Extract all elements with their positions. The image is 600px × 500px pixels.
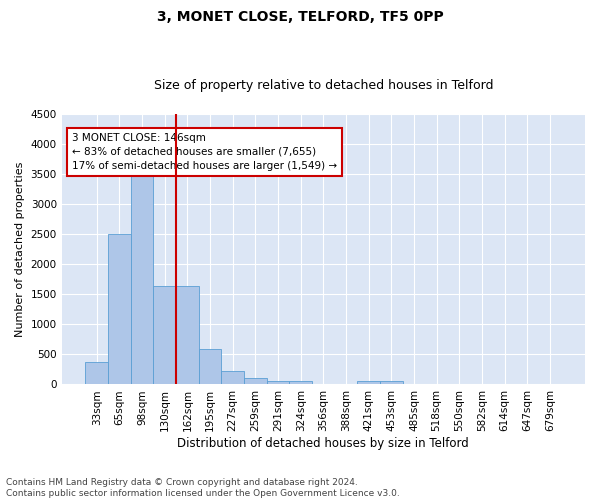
Bar: [358, 381, 380, 384]
Bar: [176, 286, 199, 384]
Bar: [221, 370, 244, 384]
Title: Size of property relative to detached houses in Telford: Size of property relative to detached ho…: [154, 79, 493, 92]
Bar: [199, 349, 221, 384]
Y-axis label: Number of detached properties: Number of detached properties: [15, 162, 25, 337]
Bar: [244, 378, 266, 384]
Bar: [108, 234, 131, 384]
Bar: [289, 381, 312, 384]
X-axis label: Distribution of detached houses by size in Telford: Distribution of detached houses by size …: [178, 437, 469, 450]
Bar: [154, 286, 176, 384]
Bar: [266, 381, 289, 384]
Text: Contains HM Land Registry data © Crown copyright and database right 2024.
Contai: Contains HM Land Registry data © Crown c…: [6, 478, 400, 498]
Text: 3, MONET CLOSE, TELFORD, TF5 0PP: 3, MONET CLOSE, TELFORD, TF5 0PP: [157, 10, 443, 24]
Bar: [131, 159, 154, 384]
Text: 3 MONET CLOSE: 146sqm
← 83% of detached houses are smaller (7,655)
17% of semi-d: 3 MONET CLOSE: 146sqm ← 83% of detached …: [72, 133, 337, 171]
Bar: [85, 362, 108, 384]
Bar: [380, 381, 403, 384]
